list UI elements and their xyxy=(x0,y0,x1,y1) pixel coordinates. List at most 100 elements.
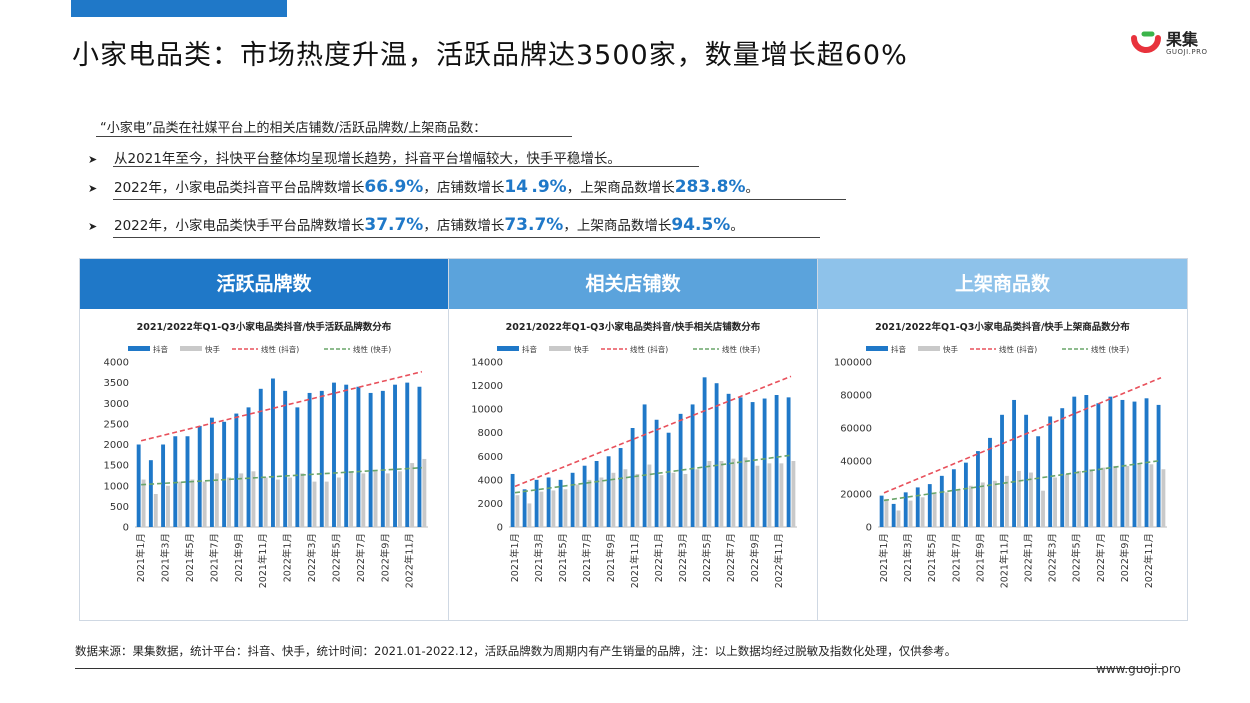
bar-douyin xyxy=(690,404,695,527)
intro-underline xyxy=(96,136,572,137)
trend-line-kuaishou xyxy=(514,454,792,494)
bar-douyin xyxy=(1096,403,1101,527)
bullet-underline xyxy=(113,166,699,167)
bar-kuaishou xyxy=(755,465,760,527)
bar-douyin xyxy=(879,495,884,527)
bar-kuaishou xyxy=(275,479,280,527)
x-tick-label: 2022年9月 xyxy=(379,533,391,582)
bar-kuaishou xyxy=(944,492,949,527)
legend-swatch xyxy=(180,346,202,351)
legend-label: 抖音 xyxy=(522,344,537,354)
y-tick-label: 4000 xyxy=(104,358,129,369)
bar-douyin xyxy=(570,472,575,527)
bar-kuaishou xyxy=(202,481,207,527)
bar-kuaishou xyxy=(587,479,592,527)
x-tick-label: 2021年3月 xyxy=(533,533,545,582)
bar-douyin xyxy=(1084,395,1089,527)
bar-douyin xyxy=(1072,396,1077,527)
x-tick-label: 2021年1月 xyxy=(509,533,521,582)
legend-label: 线性 (快手) xyxy=(353,344,391,354)
x-tick-label: 2022年3月 xyxy=(677,533,689,582)
x-tick-label: 2021年7月 xyxy=(950,533,962,582)
bar-douyin xyxy=(332,382,336,527)
x-tick-label: 2021年9月 xyxy=(605,533,617,582)
bullet-segment: 2022年，小家电品类快手平台品牌数增长 xyxy=(114,218,365,234)
highlight-value: 283.8% xyxy=(674,177,746,197)
x-tick-label: 2022年11月 xyxy=(773,533,785,588)
bar-kuaishou xyxy=(671,472,676,527)
x-tick-label: 2021年5月 xyxy=(557,533,569,582)
bar-kuaishou xyxy=(1161,469,1166,527)
bar-douyin xyxy=(714,383,719,527)
bar-kuaishou xyxy=(767,463,772,527)
legend-label: 线性 (抖音) xyxy=(999,344,1037,354)
x-tick-label: 2022年5月 xyxy=(701,533,713,582)
bullet-text: 从2021年至今，抖快平台整体均呈现增长趋势，抖音平台增幅较大，快手平稳增长。 xyxy=(114,151,621,167)
bar-douyin xyxy=(1012,399,1016,527)
bar-douyin xyxy=(915,487,920,527)
bar-douyin xyxy=(903,492,908,527)
bar-douyin xyxy=(522,489,527,527)
bullet-segment: ，上架商品数增长 xyxy=(566,180,675,196)
bar-douyin xyxy=(750,402,755,527)
highlight-value: 14 .9% xyxy=(504,177,567,197)
bar-kuaishou xyxy=(1065,474,1070,527)
bar-douyin xyxy=(417,386,422,527)
y-tick-label: 3000 xyxy=(104,399,129,410)
bar-douyin xyxy=(307,392,312,527)
bar-douyin xyxy=(976,451,980,527)
chart-title: 2021/2022年Q1-Q3小家电品类抖音/快手相关店铺数分布 xyxy=(506,321,761,333)
legend-swatch xyxy=(497,346,519,351)
bar-kuaishou xyxy=(635,473,640,527)
trend-line-douyin xyxy=(514,375,792,488)
bar-douyin xyxy=(762,398,767,527)
bar-kuaishou xyxy=(659,475,664,527)
bar-kuaishou xyxy=(385,473,390,527)
bar-douyin xyxy=(368,392,373,527)
trend-line-douyin xyxy=(883,376,1162,494)
legend-label: 快手 xyxy=(205,344,220,354)
y-tick-label: 1500 xyxy=(104,461,129,472)
bar-douyin xyxy=(295,407,300,527)
legend-label: 快手 xyxy=(943,344,958,354)
legend-label: 线性 (抖音) xyxy=(261,344,299,354)
bar-kuaishou xyxy=(422,458,427,527)
legend-label: 抖音 xyxy=(891,344,906,354)
x-tick-label: 2021年9月 xyxy=(974,533,986,582)
bar-kuaishou xyxy=(397,471,402,527)
y-tick-label: 40000 xyxy=(840,457,872,468)
bar-douyin xyxy=(1108,396,1113,527)
brand-name-cn: 果集 xyxy=(1166,30,1199,49)
data-source-note: 数据来源：果集数据，统计平台：抖音、快手，统计时间：2021.01-2022.1… xyxy=(75,644,957,658)
y-tick-label: 10000 xyxy=(471,405,503,416)
footer-divider xyxy=(75,668,1163,669)
x-tick-label: 2021年3月 xyxy=(160,533,172,582)
highlight-value: 73.7% xyxy=(504,215,564,235)
bar-kuaishou xyxy=(884,498,889,527)
bar-kuaishou xyxy=(515,495,520,527)
bar-kuaishou xyxy=(1029,472,1033,527)
bullet-text: 2022年，小家电品类抖音平台品牌数增长66.9%，店铺数增长14 .9%，上架… xyxy=(114,177,759,197)
x-tick-label: 2021年5月 xyxy=(926,533,938,582)
bar-kuaishou xyxy=(288,477,293,527)
y-tick-label: 500 xyxy=(110,502,129,513)
bullet-text: 2022年，小家电品类快手平台品牌数增长37.7%，店铺数增长73.7%，上架商… xyxy=(114,215,744,235)
x-tick-label: 2022年1月 xyxy=(1023,533,1035,582)
bar-kuaishou xyxy=(1101,467,1106,527)
bar-douyin xyxy=(1132,401,1137,527)
bar-kuaishou xyxy=(336,477,341,527)
bar-douyin xyxy=(606,456,611,527)
legend-swatch xyxy=(549,346,571,351)
panel-heading: 上架商品数 xyxy=(818,259,1187,309)
panel-heading: 相关店铺数 xyxy=(449,259,817,309)
bar-douyin xyxy=(161,444,166,527)
bar-kuaishou xyxy=(980,482,985,527)
bar-douyin xyxy=(1156,404,1161,527)
bar-kuaishou xyxy=(1113,465,1118,527)
x-tick-label: 2022年7月 xyxy=(725,533,737,582)
bar-kuaishou xyxy=(300,473,305,527)
x-tick-label: 2022年11月 xyxy=(404,533,416,588)
